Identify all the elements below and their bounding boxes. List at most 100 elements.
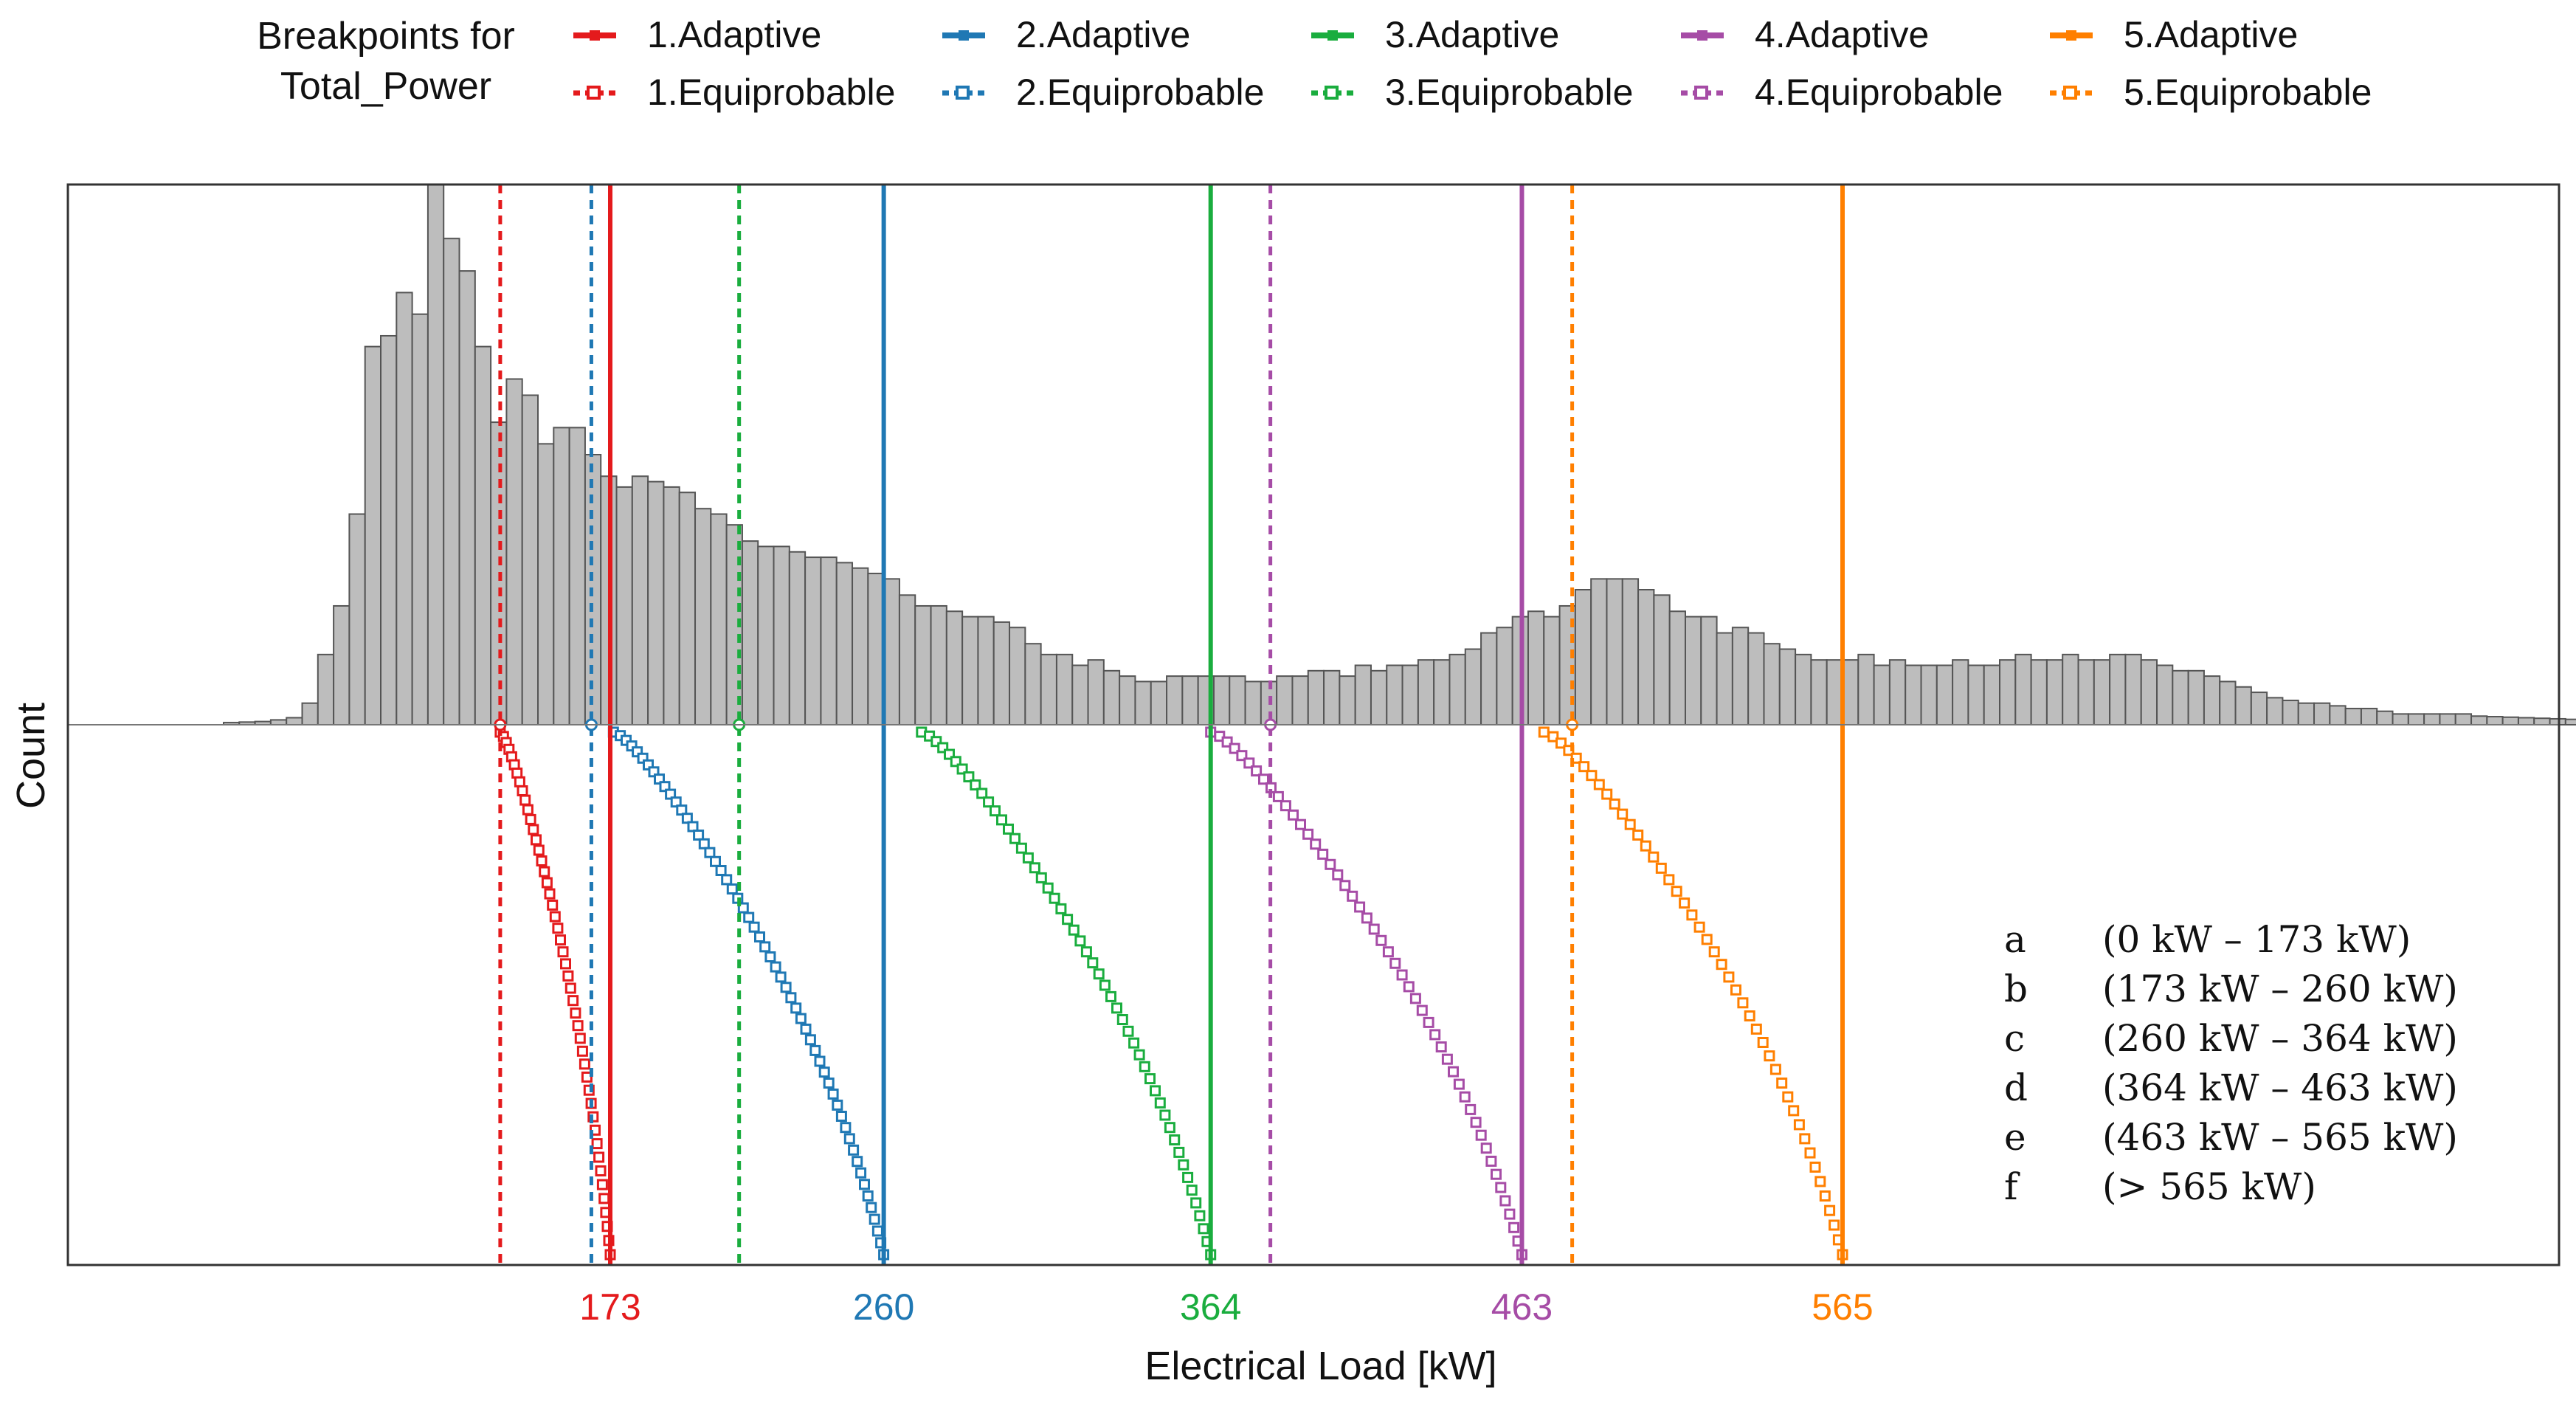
histogram-bar — [1778, 648, 1797, 726]
quantile-point — [1671, 886, 1682, 897]
quantile-point — [1302, 828, 1314, 840]
quantile-point — [704, 847, 716, 858]
quantile-point — [1776, 1078, 1788, 1089]
quantile-point — [698, 838, 710, 849]
quantile-point — [1470, 1117, 1482, 1128]
quantile-point — [1347, 890, 1358, 902]
histogram-bar — [2045, 659, 2064, 725]
quantile-point — [859, 1179, 870, 1190]
range-text-a: (0 kW – 173 kW) — [2102, 918, 2411, 961]
histogram-bar — [2392, 713, 2409, 725]
histogram-bar — [757, 545, 775, 725]
quantile-point — [1003, 823, 1014, 835]
quantile-point — [676, 804, 688, 816]
quantile-point — [1396, 969, 1408, 981]
quantile-point — [596, 1179, 608, 1190]
quantile-point — [1169, 1134, 1181, 1145]
histogram-bar — [2454, 713, 2473, 725]
quantile-point — [832, 1099, 843, 1111]
legend-equiprobable-marker-2 — [956, 86, 970, 100]
histogram-bar — [820, 556, 838, 726]
histogram-bar — [1229, 675, 1246, 725]
histogram-bar — [852, 567, 869, 725]
histogram-bar — [1810, 659, 1828, 725]
histogram-bar — [1543, 616, 1561, 725]
quantile-point — [1730, 984, 1741, 996]
quantile-point — [1099, 979, 1111, 991]
histogram-bar — [1795, 653, 1812, 726]
quantile-point — [525, 813, 536, 825]
histogram-bar — [1637, 589, 1655, 725]
quantile-point — [1055, 903, 1067, 914]
quantile-point — [1679, 897, 1691, 909]
histogram-bar — [474, 345, 492, 726]
histogram-bar — [1952, 659, 1969, 725]
quantile-point — [1178, 1159, 1189, 1171]
legend-entry-5: 5.Adaptive 5.Equiprobable — [2050, 14, 2372, 113]
legend-adaptive-label-1: 1.Adaptive — [647, 14, 821, 55]
histogram-bar — [1134, 680, 1152, 726]
quantile-point — [1485, 1155, 1497, 1167]
quantile-point — [544, 888, 556, 900]
histogram-bar — [663, 486, 680, 725]
quantile-point — [1491, 1168, 1502, 1180]
histogram-bar — [2360, 708, 2378, 725]
histogram-bar — [2250, 692, 2268, 726]
histogram-bar — [427, 184, 445, 725]
histogram-bar — [2376, 710, 2394, 726]
histogram-bar — [1291, 675, 1309, 725]
quantile-point — [1441, 1053, 1453, 1065]
quantile-point — [1547, 731, 1559, 742]
range-letter-a: a — [2004, 918, 2026, 961]
quantile-point — [670, 796, 682, 808]
quantile-point — [1272, 790, 1284, 802]
histogram-bar — [1920, 664, 1938, 725]
range-text-c: (260 kW – 364 kW) — [2102, 1017, 2458, 1060]
x-tick-label-2: 260 — [853, 1286, 914, 1328]
quantile-point — [1139, 1061, 1150, 1072]
quantile-point — [593, 1151, 605, 1163]
histogram-bar — [914, 604, 932, 726]
quantile-point — [790, 1002, 802, 1014]
legend-adaptive-label-2: 2.Adaptive — [1016, 14, 1190, 55]
legend-entry-4: 4.Adaptive 4.Equiprobable — [1681, 14, 2003, 113]
histogram-bar — [2156, 664, 2174, 725]
quantile-curve-4 — [1205, 726, 1527, 1261]
quantile-point — [1701, 934, 1713, 945]
quantile-point — [1782, 1091, 1794, 1103]
quantile-point — [1686, 909, 1698, 921]
quantile-point — [1744, 1010, 1755, 1021]
legend-adaptive-marker-5 — [2066, 30, 2076, 41]
quantile-point — [823, 1078, 835, 1089]
histogram-bar — [2423, 713, 2441, 725]
legend-entry-3: 3.Adaptive 3.Equiprobable — [1311, 14, 1633, 113]
quantile-point — [1409, 993, 1421, 1004]
quantile-point — [517, 785, 528, 796]
histogram-bar — [1888, 659, 1907, 725]
quantile-point — [536, 855, 548, 866]
quantile-point — [1448, 1066, 1459, 1078]
quantile-point — [1435, 1041, 1447, 1052]
quantile-point — [687, 821, 699, 833]
quantile-point — [1475, 1129, 1487, 1141]
histogram-bar — [1700, 616, 1718, 725]
histogram-bar — [1826, 659, 1843, 725]
quantile-point — [1693, 921, 1705, 933]
histogram-bar — [2234, 686, 2252, 726]
legend-adaptive-marker-1 — [590, 30, 600, 41]
quantile-point — [990, 805, 1001, 817]
x-tick-label-3: 364 — [1180, 1286, 1241, 1328]
quantile-point — [1708, 946, 1720, 958]
quantile-point — [871, 1225, 883, 1237]
histogram-bar — [741, 540, 759, 725]
quantile-point — [1716, 959, 1727, 971]
quantile-point — [1655, 862, 1667, 874]
histogram-bar — [286, 717, 303, 725]
quantile-point — [1809, 1161, 1821, 1173]
histogram-bar — [1464, 648, 1482, 726]
quantile-point — [560, 958, 571, 970]
histogram-bar — [1040, 653, 1057, 726]
quantile-point — [1609, 798, 1620, 810]
quantile-point — [1382, 946, 1394, 958]
histogram-bar — [1936, 664, 1954, 725]
